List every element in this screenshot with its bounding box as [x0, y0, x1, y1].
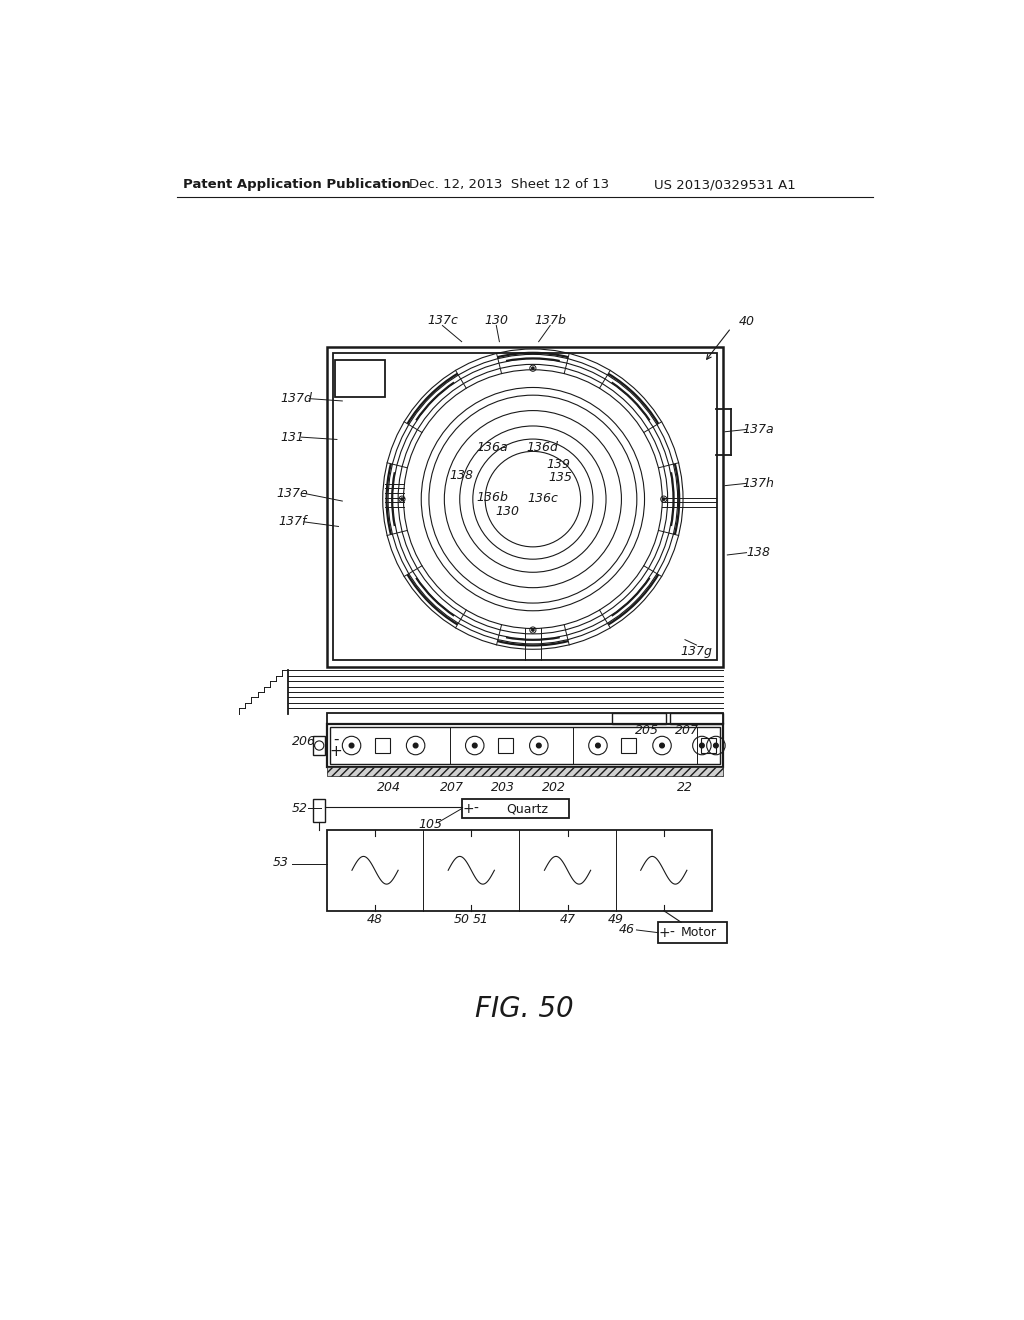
Bar: [333, 354, 717, 660]
Bar: [313, 799, 326, 822]
Circle shape: [596, 743, 600, 748]
Bar: [498, 738, 513, 754]
Text: 135: 135: [548, 471, 572, 484]
Text: FIG. 50: FIG. 50: [475, 995, 574, 1023]
Text: 207: 207: [675, 723, 699, 737]
Text: -: -: [670, 925, 675, 940]
Circle shape: [349, 743, 354, 748]
Text: 206: 206: [292, 735, 315, 748]
Text: 139: 139: [546, 458, 570, 471]
Text: 138: 138: [450, 469, 474, 482]
Text: +: +: [462, 801, 474, 816]
Text: 52: 52: [292, 801, 308, 814]
Bar: [670, 713, 724, 725]
Text: 137a: 137a: [742, 422, 774, 436]
Text: 137e: 137e: [276, 487, 308, 500]
Text: Quartz: Quartz: [506, 803, 548, 816]
Text: 49: 49: [607, 913, 624, 927]
Text: 136d: 136d: [526, 441, 558, 454]
Text: 138: 138: [746, 546, 770, 560]
Text: 131: 131: [281, 430, 304, 444]
Text: +: +: [330, 744, 342, 759]
Text: 137d: 137d: [281, 392, 312, 405]
Bar: [462, 799, 569, 818]
Bar: [335, 360, 385, 397]
Circle shape: [659, 743, 665, 748]
Text: 202: 202: [542, 781, 566, 795]
Text: -: -: [334, 731, 339, 747]
Text: 137g: 137g: [681, 644, 713, 657]
Bar: [313, 737, 326, 755]
Text: 136b: 136b: [476, 491, 508, 504]
Text: 105: 105: [419, 818, 442, 832]
Text: 50: 50: [454, 913, 470, 927]
Text: 130: 130: [484, 314, 508, 326]
Text: 204: 204: [377, 781, 400, 795]
Text: 53: 53: [272, 857, 289, 869]
Text: Motor: Motor: [681, 927, 717, 939]
Circle shape: [531, 628, 535, 631]
Text: 137h: 137h: [742, 477, 774, 490]
Text: 47: 47: [559, 913, 575, 927]
Bar: [611, 713, 666, 725]
Circle shape: [531, 367, 535, 370]
Text: 136a: 136a: [476, 441, 508, 454]
Circle shape: [699, 743, 705, 748]
Text: 40: 40: [738, 315, 755, 329]
Bar: [327, 713, 724, 725]
Text: 137c: 137c: [427, 314, 458, 326]
Text: 137b: 137b: [535, 314, 566, 326]
Bar: [327, 767, 724, 776]
Circle shape: [400, 498, 403, 500]
Bar: [327, 347, 724, 667]
Circle shape: [472, 743, 477, 748]
Text: -: -: [473, 801, 478, 816]
Circle shape: [663, 498, 665, 500]
Bar: [658, 923, 727, 942]
Text: 205: 205: [635, 723, 658, 737]
Text: 207: 207: [440, 781, 465, 795]
Bar: [327, 830, 712, 911]
Circle shape: [714, 743, 718, 748]
Text: 48: 48: [367, 913, 383, 927]
Circle shape: [537, 743, 541, 748]
Text: US 2013/0329531 A1: US 2013/0329531 A1: [654, 178, 796, 191]
Bar: [701, 738, 717, 754]
Bar: [375, 738, 390, 754]
Text: 51: 51: [473, 913, 488, 927]
Text: 22: 22: [677, 781, 693, 795]
Text: 203: 203: [490, 781, 514, 795]
Text: Patent Application Publication: Patent Application Publication: [183, 178, 411, 191]
Text: +: +: [658, 925, 670, 940]
Circle shape: [414, 743, 418, 748]
Text: 46: 46: [620, 924, 635, 936]
Bar: [621, 738, 637, 754]
Text: 130: 130: [496, 504, 520, 517]
Text: 137f: 137f: [279, 515, 306, 528]
Text: 136c: 136c: [527, 492, 558, 506]
Bar: [327, 725, 724, 767]
Bar: [330, 727, 720, 763]
Text: Dec. 12, 2013  Sheet 12 of 13: Dec. 12, 2013 Sheet 12 of 13: [410, 178, 609, 191]
